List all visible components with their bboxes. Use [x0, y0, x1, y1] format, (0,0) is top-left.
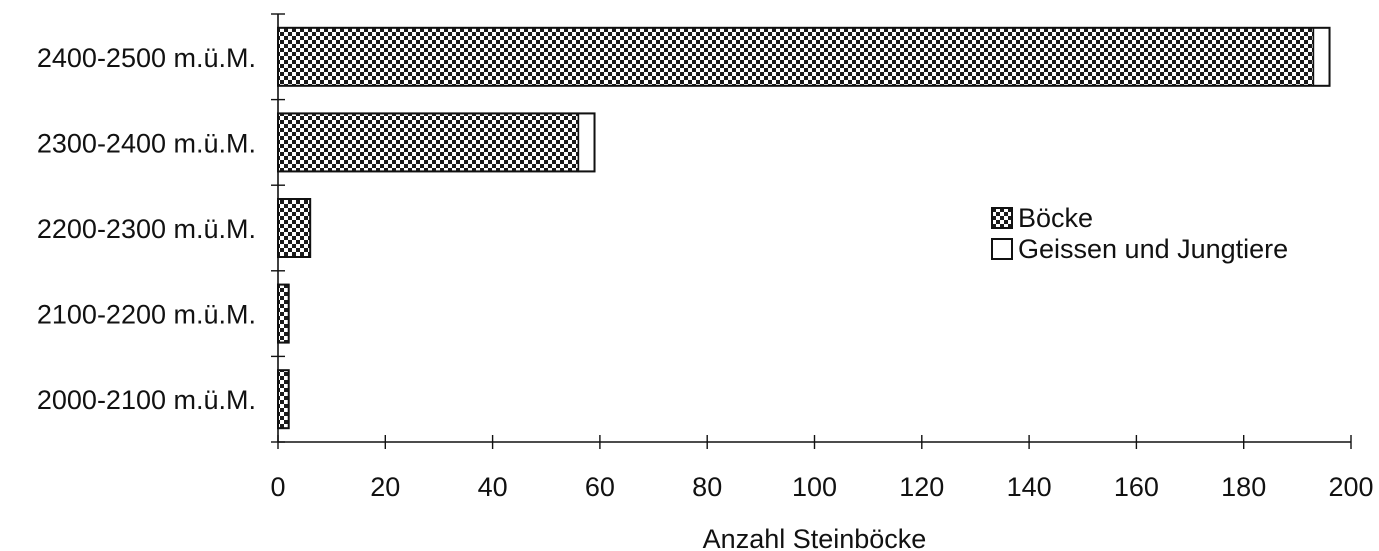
x-tick-label: 180 [1221, 472, 1266, 502]
category-label: 2400-2500 m.ü.M. [37, 43, 256, 73]
x-tick-label: 80 [692, 472, 722, 502]
x-tick-label: 140 [1007, 472, 1052, 502]
x-tick-label: 40 [478, 472, 508, 502]
x-tick-label: 20 [370, 472, 400, 502]
bar-segment-boecke [277, 283, 290, 344]
bar-outline [277, 369, 290, 430]
x-axis-title: Anzahl Steinböcke [703, 524, 927, 551]
category-label: 2300-2400 m.ü.M. [37, 128, 256, 158]
bar-outline [277, 198, 312, 258]
bars [277, 26, 1331, 430]
x-tick-label: 160 [1114, 472, 1159, 502]
bar-outline [277, 283, 290, 344]
category-label: 2000-2100 m.ü.M. [37, 385, 256, 415]
legend-label: Böcke [1018, 203, 1093, 233]
legend-swatch-geissen [991, 238, 1013, 260]
bar-segment-boecke [277, 198, 311, 258]
legend-label: Geissen und Jungtiere [1018, 234, 1288, 264]
bar-outline [277, 112, 596, 173]
x-tick-label: 200 [1328, 472, 1373, 502]
x-tick-label: 0 [270, 472, 285, 502]
bar-segment-boecke [277, 369, 290, 429]
labels: 0 20 40 60 80 100 120 140 160 180 200 Anzahl Steinb… [37, 43, 1374, 551]
x-tick-label: 100 [792, 472, 837, 502]
category-label: 2100-2200 m.ü.M. [37, 300, 256, 330]
bar-segment-boecke [277, 112, 580, 173]
x-tick-label: 120 [899, 472, 944, 502]
bar-segment-geissen [577, 112, 596, 173]
bar-outline [277, 26, 1331, 87]
bar-segment-boecke [277, 27, 1315, 87]
x-tick-label: 60 [585, 472, 615, 502]
bar-segment-geissen [1312, 27, 1331, 87]
legend-swatch-boecke [991, 207, 1013, 229]
category-label: 2200-2300 m.ü.M. [37, 214, 256, 244]
